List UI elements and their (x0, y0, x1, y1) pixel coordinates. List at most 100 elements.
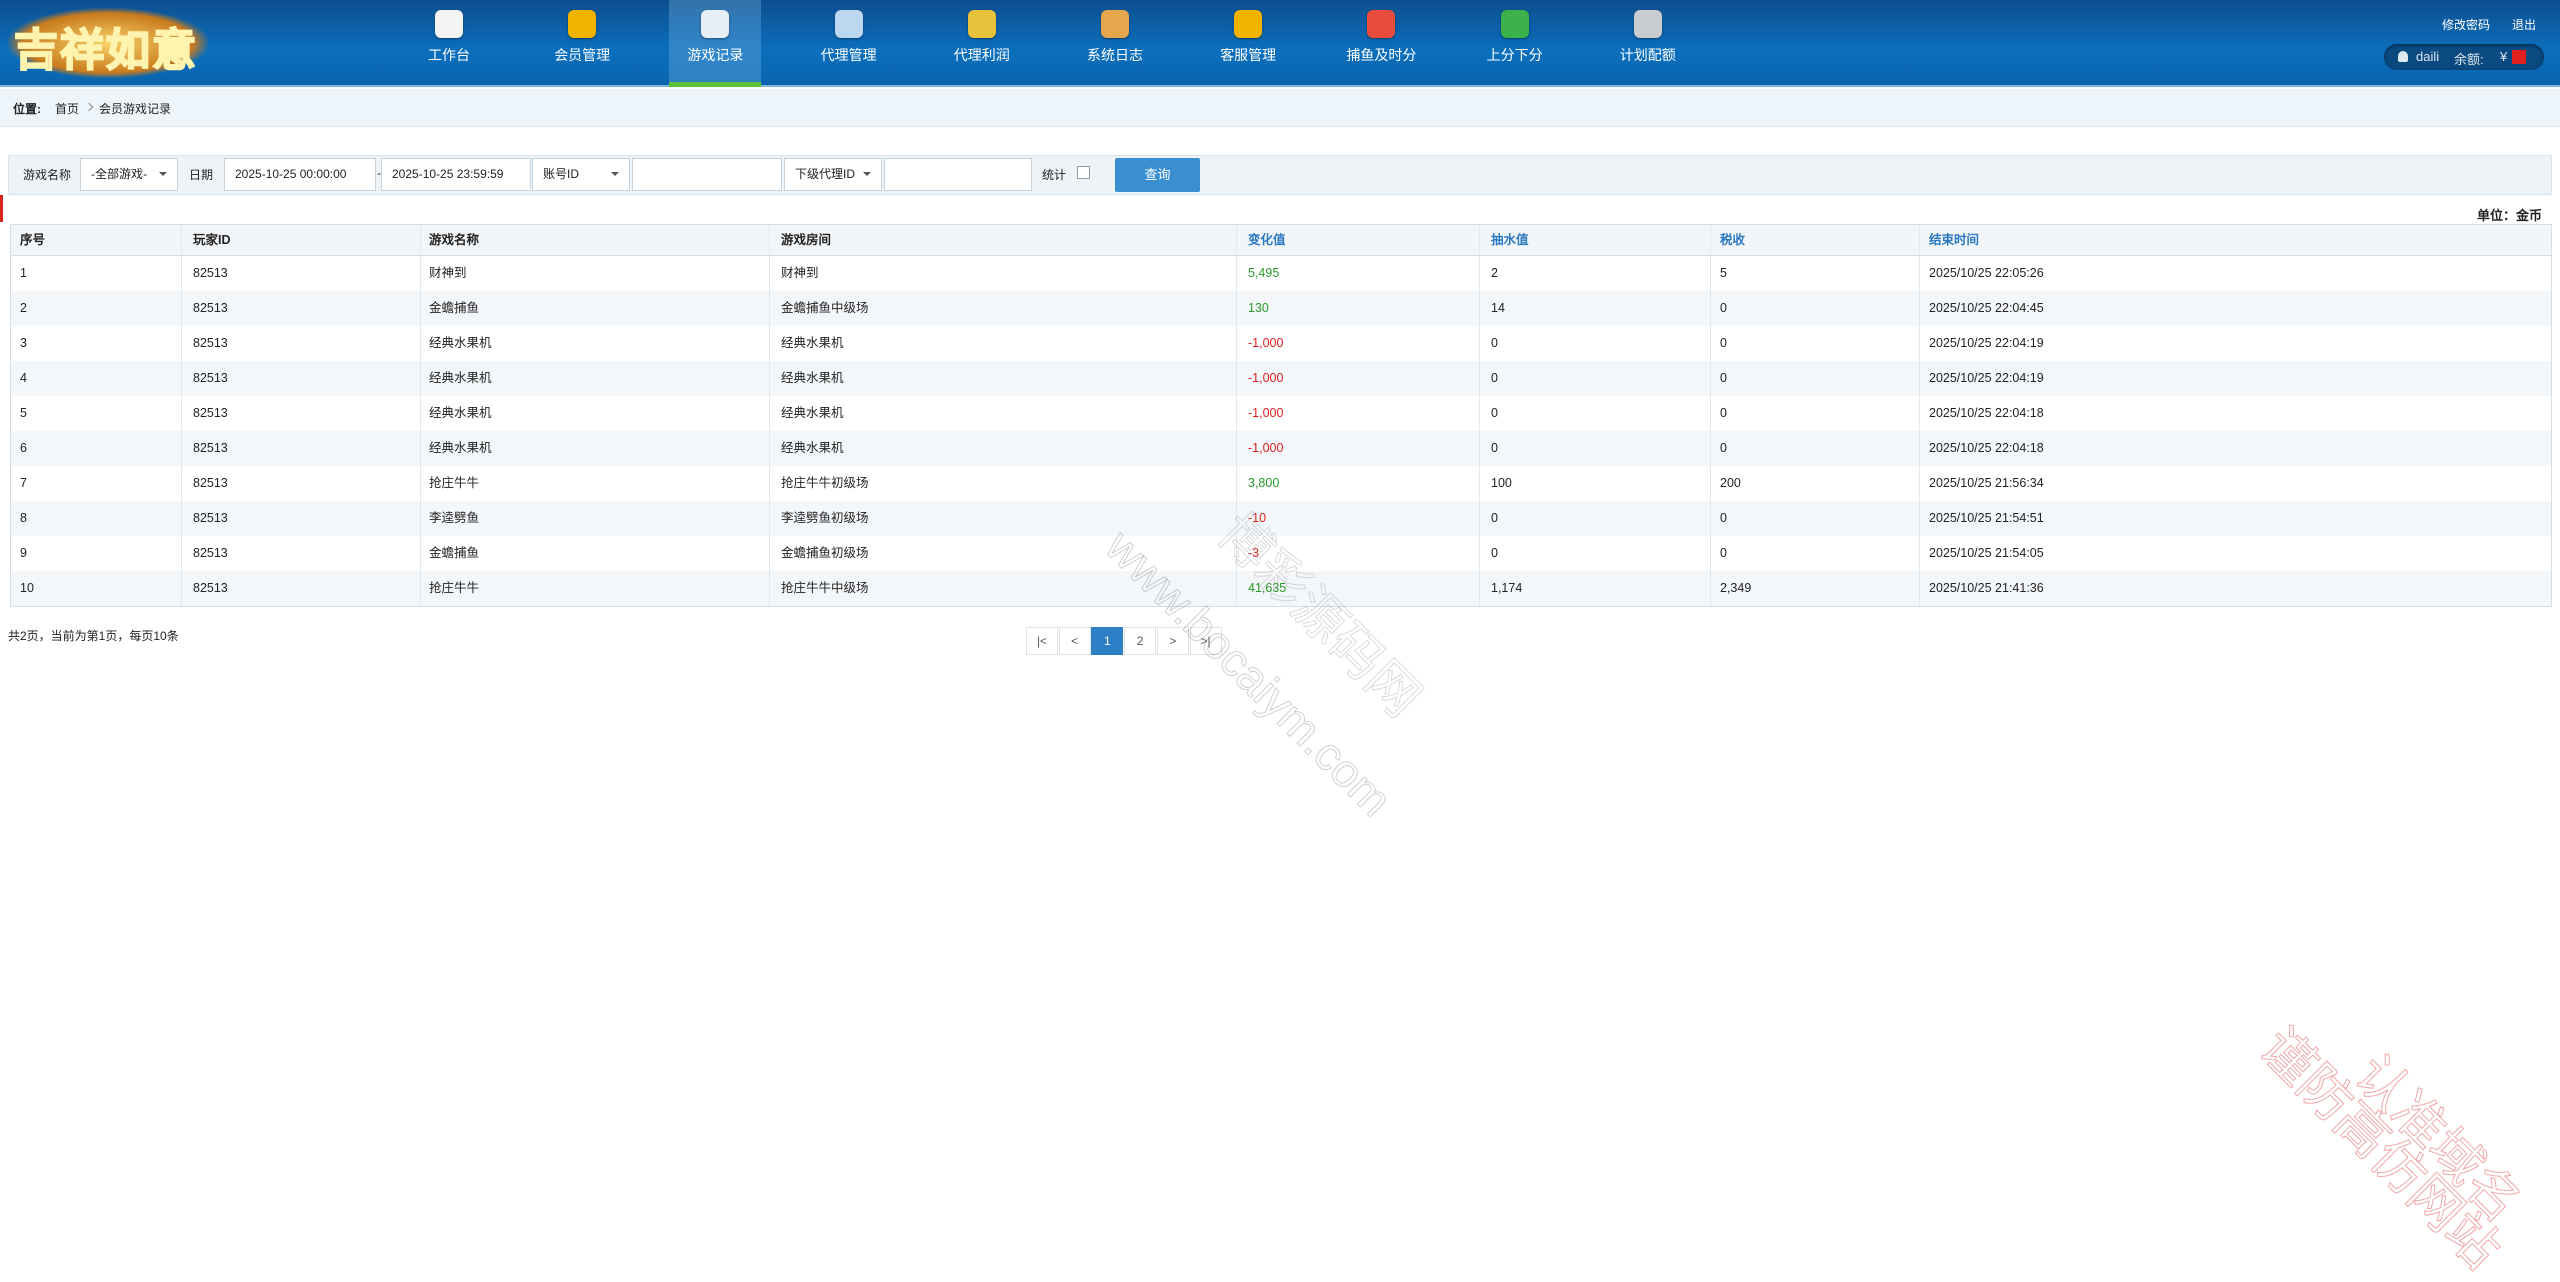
nav-icon (1234, 10, 1263, 38)
cell: 130 (1248, 301, 1269, 315)
cell: 金蟾捕鱼 (429, 301, 480, 315)
user-box: daili 余额: ¥ (2384, 44, 2544, 70)
cell: 经典水果机 (429, 336, 492, 350)
page-button[interactable]: 2 (1124, 627, 1157, 655)
cell: 82513 (193, 546, 228, 560)
page-button[interactable]: < (1058, 627, 1091, 655)
cell: 14 (1491, 301, 1505, 315)
nav-item[interactable]: 系统日志 (1087, 47, 1143, 63)
user-name: daili (2416, 49, 2440, 64)
date-input[interactable]: 2025-10-25 23:59:59 (381, 158, 531, 191)
cell: 抢庄牛牛 (429, 581, 480, 595)
cell: 5 (1720, 266, 1727, 280)
text-input[interactable] (632, 158, 782, 191)
column-header[interactable]: 税收 (1720, 233, 1746, 247)
cell: -1,000 (1248, 441, 1284, 455)
table-header-bg (11, 225, 2551, 256)
page-button[interactable]: >| (1189, 627, 1222, 655)
page-info: 共2页，当前为第1页，每页10条 (8, 629, 179, 643)
logo[interactable]: 吉祥如意 (13, 25, 198, 76)
cell: 2 (1491, 266, 1498, 280)
cell: 0 (1491, 441, 1498, 455)
cell: 82513 (193, 581, 228, 595)
cell: 0 (1720, 301, 1727, 315)
nav-active-bar (669, 82, 762, 87)
cell: 财神到 (429, 266, 467, 280)
column-header[interactable]: 抽水值 (1491, 233, 1529, 247)
nav-icon (435, 10, 463, 38)
column-header: 序号 (20, 233, 46, 247)
cell: 0 (1720, 511, 1727, 525)
breadcrumb-item[interactable]: 首页 (55, 102, 80, 116)
select[interactable]: 账号ID (532, 158, 630, 191)
cell: 经典水果机 (429, 371, 492, 385)
page-button[interactable]: |< (1026, 627, 1058, 655)
cell: 2025/10/25 21:56:34 (1929, 476, 2044, 490)
date-input[interactable]: 2025-10-25 00:00:00 (224, 158, 376, 191)
search-button[interactable]: 查询 (1115, 158, 1200, 192)
cell: 财神到 (781, 266, 819, 280)
breadcrumb-label: 位置: (13, 102, 41, 116)
row-bg (11, 431, 2551, 466)
breadcrumb-bar (0, 89, 2560, 127)
cell: 0 (1491, 336, 1498, 350)
column-header[interactable]: 结束时间 (1929, 233, 1980, 247)
cell: 1,174 (1491, 581, 1523, 595)
cell: 82513 (193, 301, 228, 315)
nav-item[interactable]: 代理利润 (953, 47, 1010, 63)
nav-item[interactable]: 工作台 (428, 47, 470, 63)
cell: 82513 (193, 511, 228, 525)
cell: -1,000 (1248, 406, 1284, 420)
nav-icon (701, 10, 730, 38)
nav-icon (1500, 10, 1529, 38)
select[interactable]: 下级代理ID (784, 158, 882, 191)
column-header[interactable]: 变化值 (1248, 233, 1286, 247)
table (10, 224, 2552, 607)
cell: 2 (20, 301, 27, 315)
nav-item[interactable]: 游戏记录 (687, 47, 744, 63)
cell: 41,635 (1248, 581, 1287, 595)
cell: 金蟾捕鱼中级场 (781, 301, 869, 315)
page-button[interactable]: 1 (1091, 627, 1124, 655)
cell: 1 (20, 266, 27, 280)
nav-item[interactable]: 会员管理 (554, 47, 611, 63)
cell: -1,000 (1248, 371, 1284, 385)
checkbox[interactable] (1077, 166, 1090, 179)
column-header: 游戏名称 (429, 233, 480, 247)
cell: 10 (20, 581, 34, 595)
nav-item[interactable]: 代理管理 (820, 47, 877, 63)
column-header: 玩家ID (193, 233, 231, 247)
cell: 0 (1491, 406, 1498, 420)
cell: 4 (20, 371, 27, 385)
text-input[interactable] (884, 158, 1032, 191)
unit-label: 单位：金币 (2476, 208, 2542, 223)
cell: 82513 (193, 371, 228, 385)
column-header: 游戏房间 (781, 233, 832, 247)
cell: 0 (1491, 371, 1498, 385)
nav-item[interactable]: 捕鱼及时分 (1346, 47, 1417, 63)
select[interactable]: -全部游戏- (80, 158, 178, 191)
nav-item[interactable]: 客服管理 (1220, 47, 1277, 63)
cell: 2025/10/25 22:04:18 (1929, 441, 2044, 455)
cell: 200 (1720, 476, 1741, 490)
top-link[interactable]: 修改密码 (2442, 18, 2491, 32)
col-border (769, 225, 770, 606)
col-border (420, 225, 421, 606)
cell: 5 (20, 406, 27, 420)
cell: 抢庄牛牛中级场 (781, 581, 869, 595)
nav-icon (568, 10, 597, 38)
nav-item[interactable]: 计划配额 (1619, 47, 1676, 63)
filter-label: - (377, 166, 381, 180)
page-button[interactable]: > (1156, 627, 1189, 655)
cell: 0 (1491, 546, 1498, 560)
row-bg (11, 361, 2551, 396)
col-border (181, 225, 182, 606)
cell: 2,349 (1720, 581, 1752, 595)
top-link[interactable]: 退出 (2512, 18, 2537, 32)
cell: 2025/10/25 21:54:05 (1929, 546, 2044, 560)
nav-item[interactable]: 上分下分 (1486, 47, 1543, 63)
filter-label: 游戏名称 (23, 168, 72, 182)
logo-bg (8, 8, 208, 78)
cell: 抢庄牛牛 (429, 476, 480, 490)
